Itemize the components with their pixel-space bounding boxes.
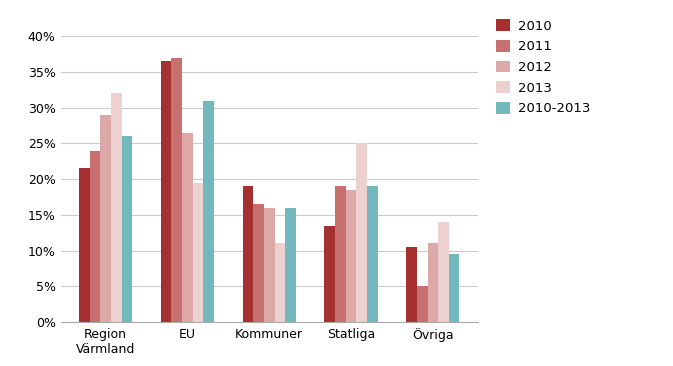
Bar <box>90 150 100 322</box>
Bar <box>192 183 203 322</box>
Bar <box>264 208 275 322</box>
Bar <box>122 136 132 322</box>
Bar <box>275 243 285 322</box>
Bar <box>335 186 346 322</box>
Bar <box>417 286 427 322</box>
Bar <box>356 143 367 322</box>
Bar <box>438 222 449 322</box>
Bar <box>427 243 438 322</box>
Bar <box>111 93 122 322</box>
Bar <box>406 247 417 322</box>
Bar <box>346 190 356 322</box>
Bar <box>79 168 90 322</box>
Bar <box>449 254 460 322</box>
Bar <box>242 186 253 322</box>
Bar <box>100 115 111 322</box>
Bar <box>253 204 264 322</box>
Bar <box>324 225 335 322</box>
Bar <box>285 208 296 322</box>
Bar <box>367 186 378 322</box>
Legend: 2010, 2011, 2012, 2013, 2010-2013: 2010, 2011, 2012, 2013, 2010-2013 <box>491 14 595 121</box>
Bar <box>203 101 214 322</box>
Bar <box>161 61 172 322</box>
Bar <box>172 58 182 322</box>
Bar <box>182 133 192 322</box>
